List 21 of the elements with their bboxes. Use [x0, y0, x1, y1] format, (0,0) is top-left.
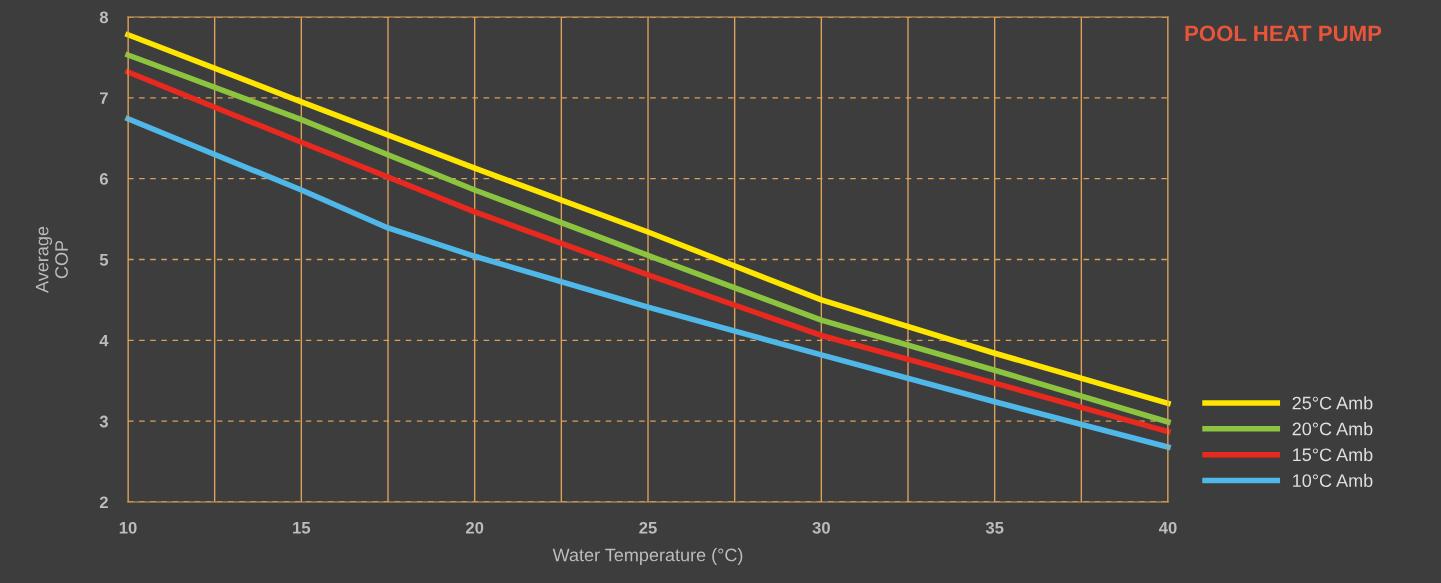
legend-label: 15°C Amb	[1293, 447, 1373, 462]
x-tick-label: 30	[812, 521, 830, 534]
x-tick-label: 40	[1158, 521, 1177, 534]
x-tick-label: 10	[119, 521, 137, 534]
y-tick-label: 8	[99, 11, 109, 24]
y-axis-title: Average COP	[35, 226, 68, 293]
y-tick-label: 6	[99, 173, 108, 185]
y-tick-label: 7	[100, 92, 108, 104]
y-tick-label: 3	[99, 415, 108, 428]
legend-label: 20°C Amb	[1292, 422, 1373, 436]
text: POOL HEAT PUMP	[1185, 25, 1382, 42]
legend-label: 10°C Amb	[1293, 473, 1373, 488]
x-tick-label: 25	[639, 521, 657, 534]
x-tick-label: 15	[293, 522, 311, 534]
y-tick-label: 2	[99, 496, 108, 509]
y-tick-label: 5	[99, 254, 109, 266]
x-tick-label: 20	[465, 521, 484, 534]
x-axis-title: Water Temperature (°C)	[552, 548, 743, 565]
x-tick-label: 35	[985, 521, 1004, 534]
y-tick-label: 4	[99, 334, 109, 347]
legend-label: 25°C Amb	[1292, 396, 1373, 410]
